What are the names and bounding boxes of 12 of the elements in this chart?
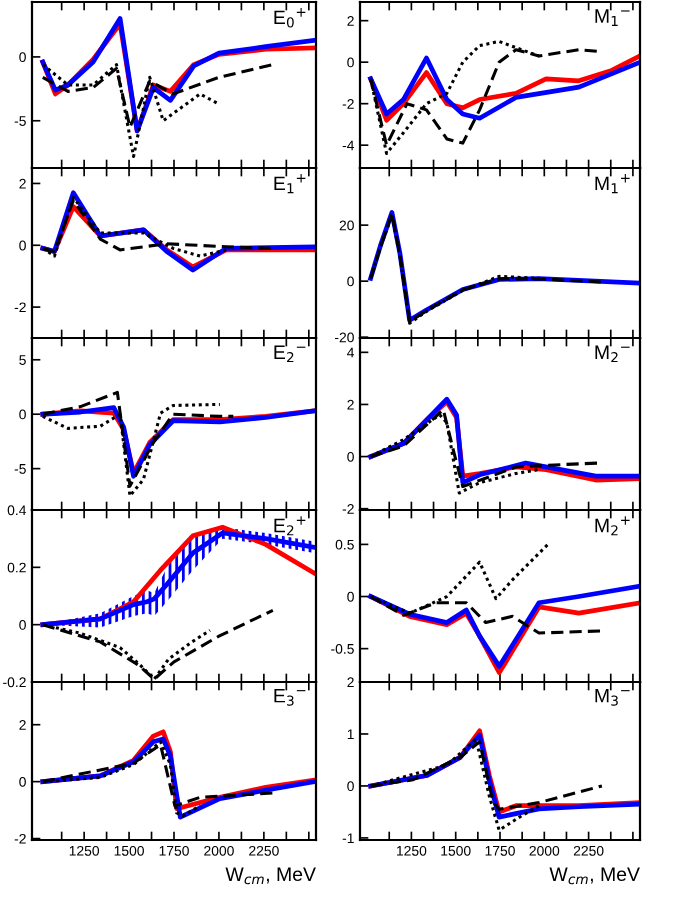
- chart-title: E$_{3}$$^{−}$: [274, 688, 306, 706]
- chart-title: E$_{1}$$^{+}$: [274, 174, 306, 194]
- chart-title: E$_{0}$$^{+}$: [274, 8, 306, 28]
- chart-title: M$_{2}$$^{+}$: [595, 516, 630, 536]
- chart-title: E$_{2}$$^{+}$: [274, 516, 306, 536]
- chart-title: M$_{3}$$^{−}$: [595, 688, 630, 706]
- chart-title: E$_{2}$$^{−}$: [274, 345, 306, 363]
- chart-title: M$_{2}$$^{−}$: [595, 345, 630, 363]
- chart-title: M$_{1}$$^{+}$: [595, 174, 630, 194]
- x-axis-title: W$_{cm}$, MeV: [549, 867, 640, 885]
- x-axis-title: W$_{cm}$, MeV: [225, 867, 316, 885]
- chart-title: M$_{1}$$^{−}$: [595, 9, 630, 26]
